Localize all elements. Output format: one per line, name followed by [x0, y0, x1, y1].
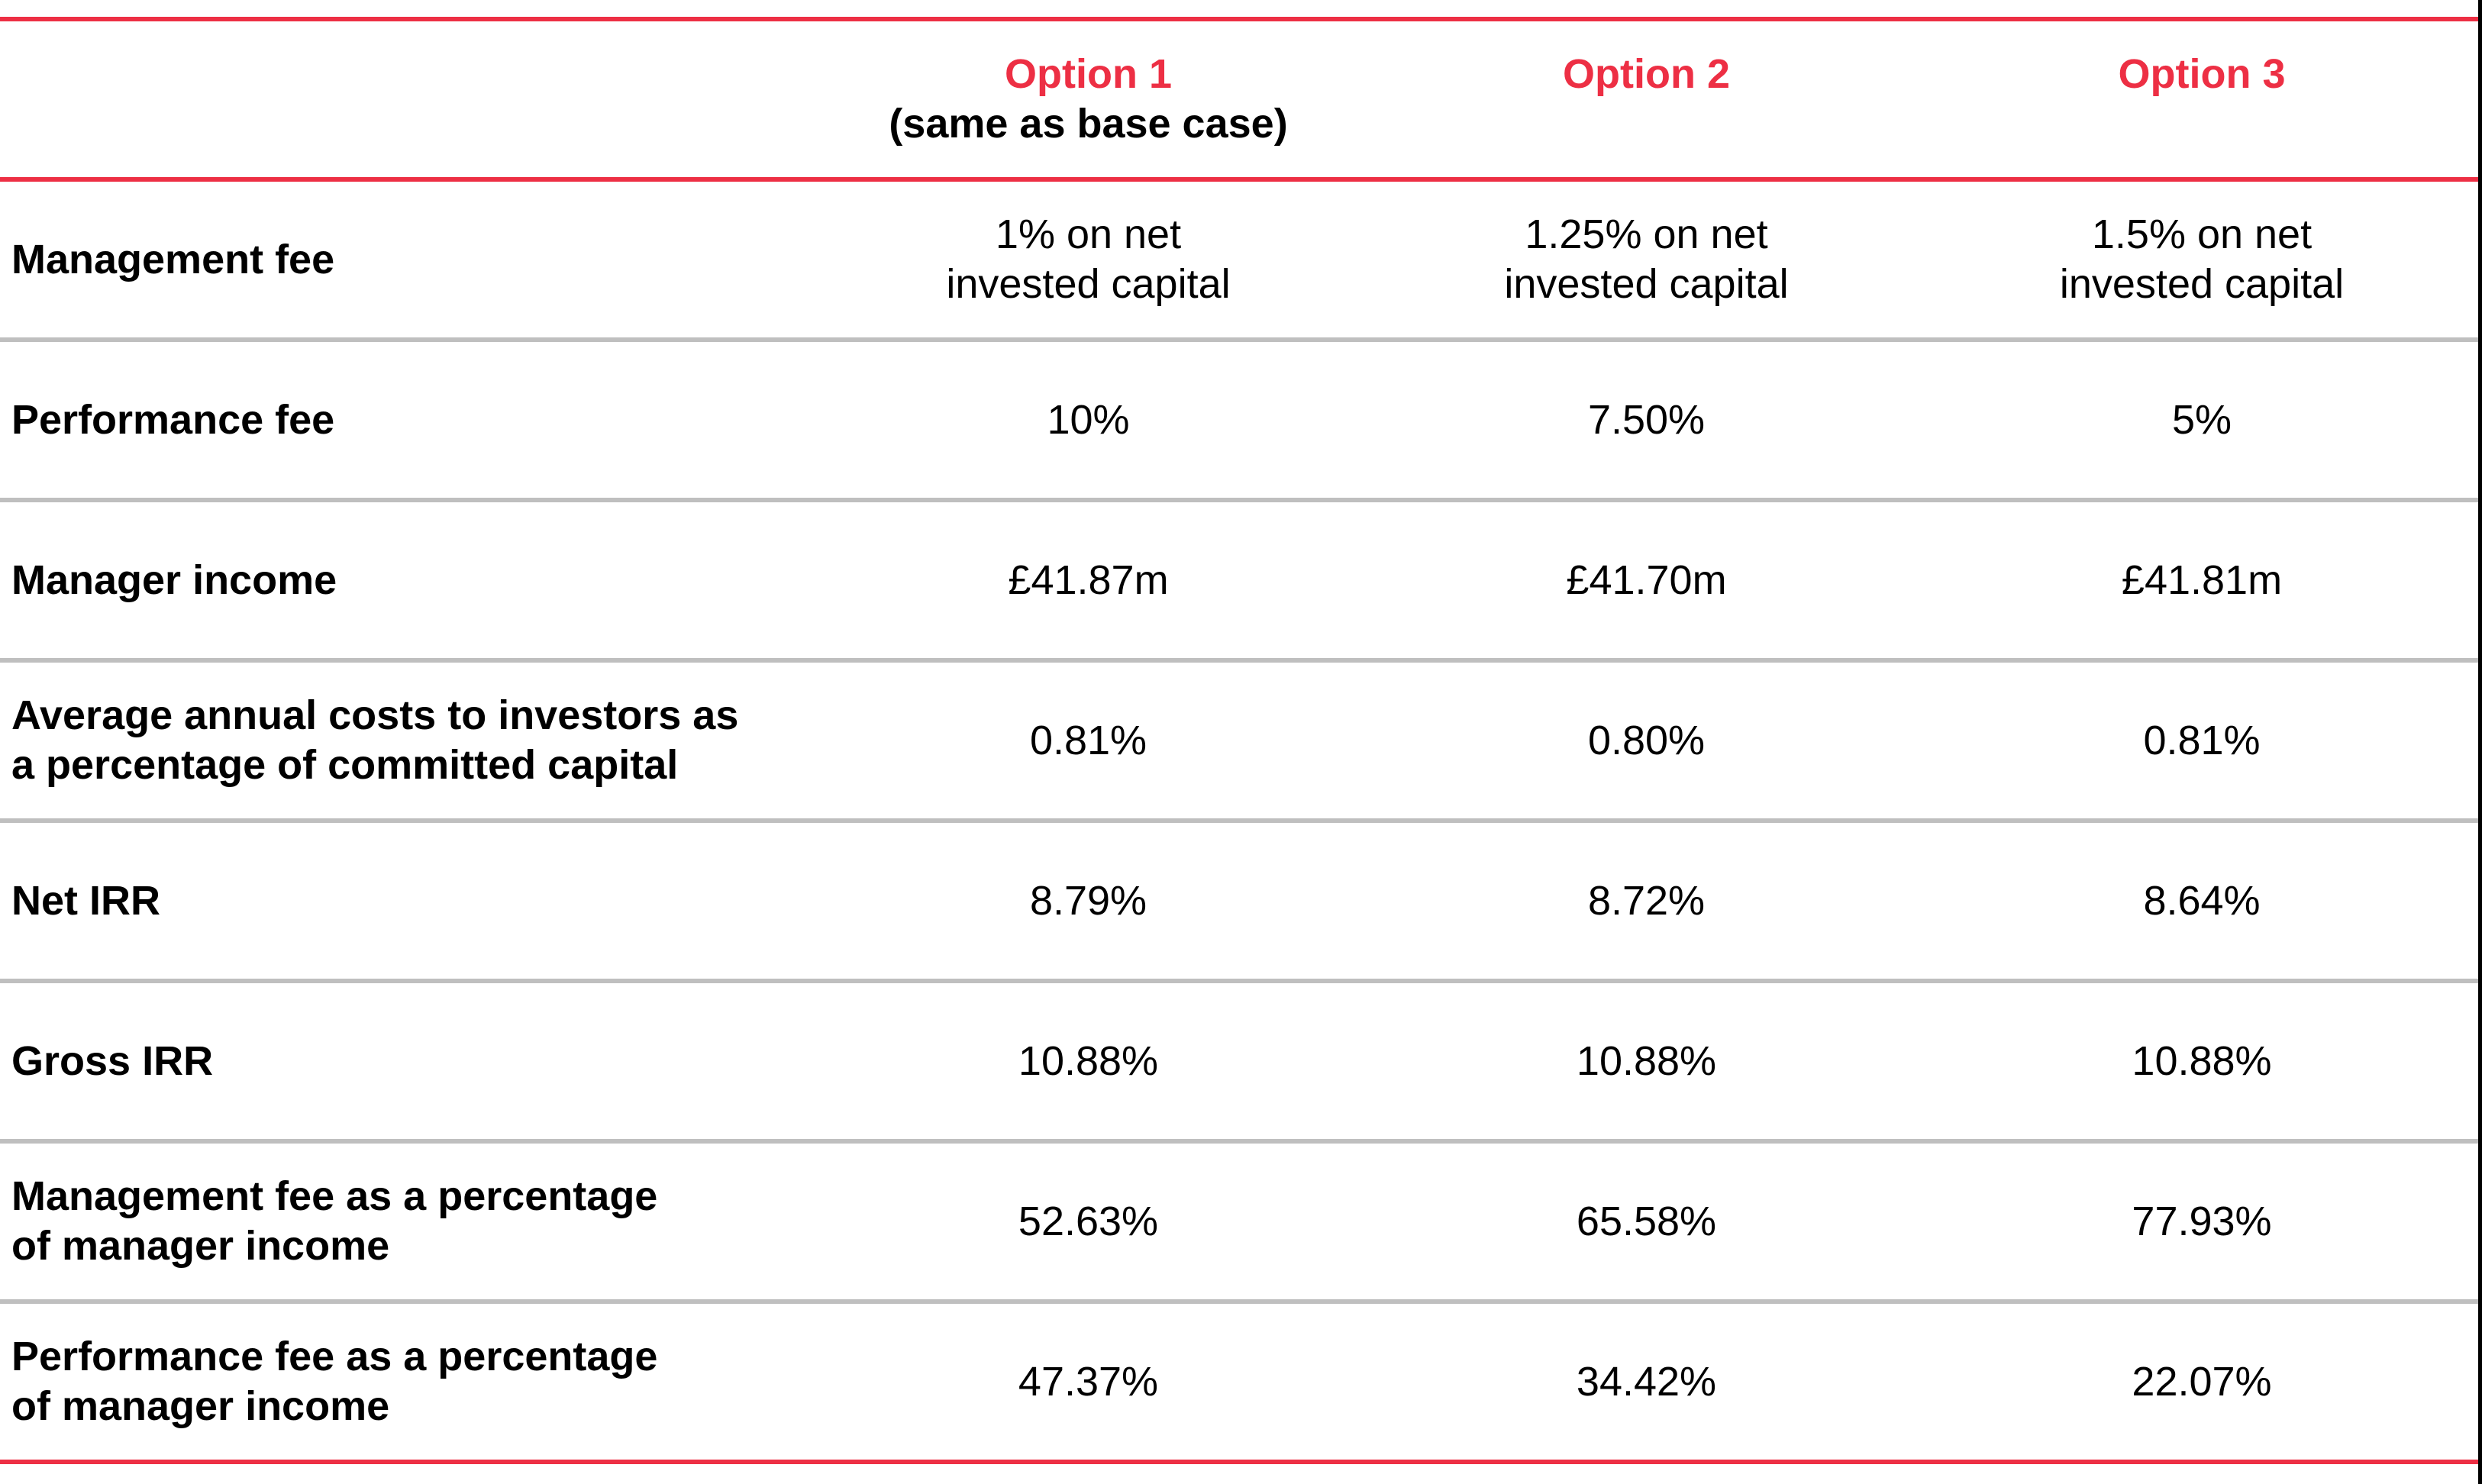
table-top-rule [0, 17, 2478, 21]
row-label: Performance fee as a percentage of manag… [11, 1334, 658, 1429]
header-option-2: Option 2 [1367, 21, 1925, 177]
cell-option-1: 52.63% [1018, 1198, 1159, 1244]
table-body: Management fee 1% on net invested capita… [0, 182, 2478, 1460]
cell-option-2: £41.70m [1566, 556, 1727, 603]
table-bottom-rule [0, 1460, 2478, 1464]
cell-option-1: £41.87m [1008, 556, 1169, 603]
cell-option-3: £41.81m [2121, 556, 2283, 603]
cell-option-1: 1% on net invested capital [946, 211, 1231, 307]
table-row-gross-irr: Gross IRR 10.88% 10.88% 10.88% [0, 979, 2478, 1139]
header-option-2-subtitle [1367, 99, 1925, 149]
cell-option-3: 22.07% [2132, 1358, 2272, 1405]
header-option-1: Option 1 (same as base case) [809, 21, 1367, 177]
cell-option-3: 77.93% [2132, 1198, 2272, 1244]
table-row-performance-fee: Performance fee 10% 7.50% 5% [0, 337, 2478, 498]
cell-option-2: 1.25% on net invested capital [1504, 211, 1789, 307]
row-label: Management fee [11, 236, 335, 282]
cell-option-3: 1.5% on net invested capital [2059, 211, 2345, 307]
header-option-1-title: Option 1 [1005, 51, 1172, 97]
header-bottom-rule [0, 177, 2478, 182]
row-label: Average annual costs to investors as a p… [11, 692, 739, 788]
header-option-1-subtitle: (same as base case) [889, 101, 1288, 147]
cell-option-3: 5% [2171, 396, 2232, 443]
cell-option-3: 0.81% [2143, 717, 2261, 763]
header-option-3-title: Option 3 [2118, 51, 2286, 97]
row-label: Management fee as a percentage of manage… [11, 1173, 658, 1269]
cell-option-2: 34.42% [1576, 1358, 1717, 1405]
fee-options-table: Option 1 (same as base case) Option 2 Op… [0, 17, 2478, 1464]
cell-option-1: 10% [1047, 396, 1130, 443]
row-label: Gross IRR [11, 1037, 214, 1084]
header-option-3: Option 3 [1925, 21, 2478, 177]
cell-option-1: 47.37% [1018, 1358, 1159, 1405]
table-row-management-fee-pct-of-income: Management fee as a percentage of manage… [0, 1139, 2478, 1299]
header-row-label-spacer [0, 21, 809, 177]
cell-option-1: 0.81% [1029, 717, 1147, 763]
cell-option-2: 10.88% [1576, 1037, 1717, 1084]
cell-option-3: 10.88% [2132, 1037, 2272, 1084]
table-row-manager-income: Manager income £41.87m £41.70m £41.81m [0, 498, 2478, 658]
header-option-2-title: Option 2 [1563, 51, 1730, 97]
table-header-row: Option 1 (same as base case) Option 2 Op… [0, 21, 2478, 177]
table-row-average-annual-costs: Average annual costs to investors as a p… [0, 658, 2478, 818]
row-label: Performance fee [11, 396, 335, 443]
cell-option-2: 7.50% [1587, 396, 1706, 443]
right-edge-black-bar [2478, 0, 2482, 1484]
table-row-performance-fee-pct-of-income: Performance fee as a percentage of manag… [0, 1299, 2478, 1460]
header-option-3-subtitle [1925, 99, 2478, 149]
row-label: Net IRR [11, 877, 161, 924]
cell-option-2: 8.72% [1587, 877, 1706, 924]
row-label: Manager income [11, 556, 337, 603]
cell-option-1: 8.79% [1029, 877, 1147, 924]
cell-option-1: 10.88% [1018, 1037, 1159, 1084]
cell-option-2: 0.80% [1587, 717, 1706, 763]
table-row-net-irr: Net IRR 8.79% 8.72% 8.64% [0, 818, 2478, 979]
table-row-management-fee: Management fee 1% on net invested capita… [0, 182, 2478, 337]
cell-option-3: 8.64% [2143, 877, 2261, 924]
cell-option-2: 65.58% [1576, 1198, 1717, 1244]
